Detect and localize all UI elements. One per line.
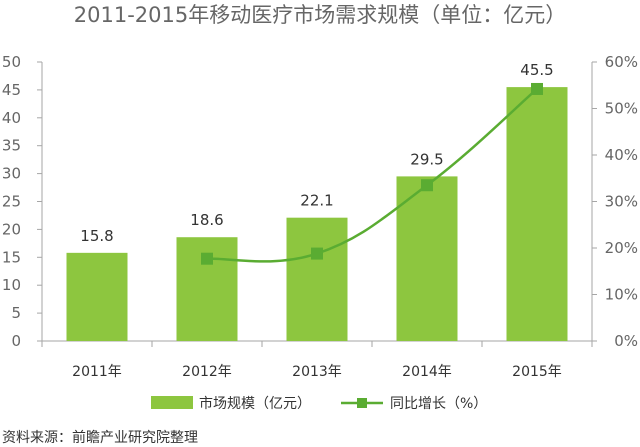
growth-line (206, 88, 538, 263)
x-tick-label: 2015年 (512, 364, 562, 380)
growth-marker (421, 179, 433, 192)
bar-data-label: 29.5 (410, 150, 443, 168)
y2-tick-label: 0% (614, 332, 638, 350)
chart-title: 2011-2015年移动医疗市场需求规模（单位：亿元） (74, 3, 566, 27)
y2-tick-label: 40% (605, 146, 638, 164)
y-tick-label: 0 (11, 332, 21, 350)
x-tick-label: 2012年 (182, 364, 232, 380)
y2-tick-label: 50% (605, 100, 638, 118)
y-tick-label: 15 (2, 248, 21, 266)
legend-swatch-bar (151, 396, 193, 409)
legend: 市场规模（亿元） 同比增长（%） (151, 395, 487, 412)
y2-tick-label: 60% (605, 53, 638, 71)
y-tick-label: 5 (11, 304, 21, 322)
y-axis-ticks: 0 5 10 15 20 25 30 35 40 45 50 (2, 53, 42, 350)
bar (66, 252, 128, 341)
bar (396, 176, 458, 341)
y-tick-label: 20 (2, 220, 21, 238)
bar-data-label: 18.6 (190, 211, 223, 229)
y-tick-label: 25 (2, 193, 21, 211)
legend-label-bar: 市场规模（亿元） (199, 395, 311, 412)
x-tick-label: 2011年 (72, 364, 122, 380)
y2-tick-label: 30% (605, 193, 638, 211)
growth-marker (531, 82, 543, 95)
y2-tick-label: 10% (605, 286, 638, 304)
bar (506, 87, 568, 341)
bar-data-label: 45.5 (520, 61, 553, 79)
plot-area: 0 5 10 15 20 25 30 35 40 45 50 0% 10% 20% 30% 40% 50% 60… (2, 53, 638, 380)
growth-marker (201, 252, 213, 265)
source-note: 资料来源：前瞻产业研究院整理 (2, 429, 198, 446)
y-tick-label: 40 (2, 109, 21, 127)
x-tick-label: 2013年 (292, 364, 342, 380)
y-tick-label: 10 (2, 276, 21, 294)
y-tick-label: 30 (2, 165, 21, 183)
x-axis-ticks: 2011年 2012年 2013年 2014年 2015年 (41, 341, 593, 380)
x-tick-label: 2014年 (402, 364, 452, 380)
y-tick-label: 35 (2, 137, 21, 155)
y2-tick-label: 20% (605, 239, 638, 257)
legend-label-line: 同比增长（%） (390, 396, 487, 412)
y-tick-label: 45 (2, 81, 21, 99)
bar-data-labels: 15.8 18.6 22.1 29.5 45.5 (80, 61, 553, 245)
bar (286, 217, 348, 341)
bar-series (66, 87, 568, 341)
y2-axis-ticks: 0% 10% 20% 30% 40% 50% 60% (592, 53, 638, 350)
bar-data-label: 22.1 (300, 192, 333, 210)
y-tick-label: 50 (2, 53, 21, 71)
growth-marker (311, 247, 323, 260)
bar-data-label: 15.8 (80, 227, 113, 245)
legend-swatch-marker (357, 398, 367, 408)
growth-markers (201, 82, 543, 265)
